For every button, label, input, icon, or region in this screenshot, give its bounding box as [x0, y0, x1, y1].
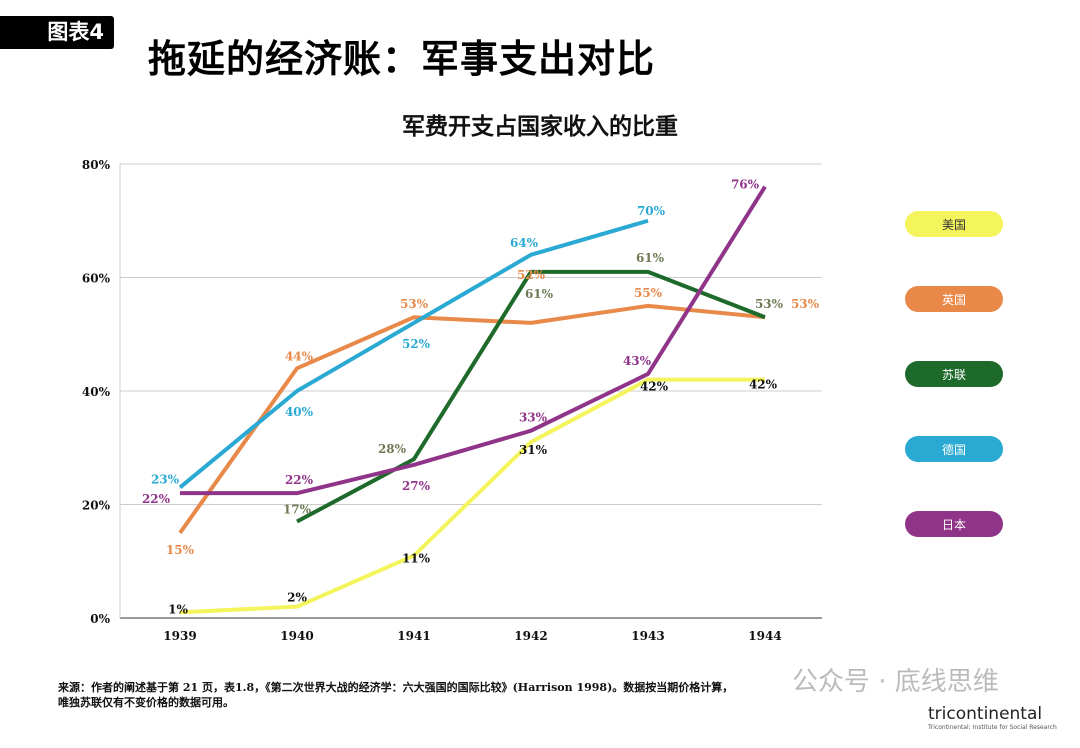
data-label: 22%	[142, 492, 171, 506]
data-label: 31%	[519, 443, 548, 457]
series-line-2	[296, 269, 766, 524]
x-tick-label: 1939	[163, 629, 196, 643]
legend-swatch-3	[905, 436, 1003, 462]
legend-swatch-1	[905, 286, 1003, 312]
series-line-4	[180, 185, 767, 496]
series-line-3	[178, 218, 649, 490]
data-label: 33%	[519, 411, 548, 425]
x-tick-label: 1942	[514, 629, 547, 643]
data-label: 15%	[166, 543, 195, 557]
data-label: 27%	[402, 479, 431, 493]
watermark: 公众号 · 底线思维	[792, 667, 999, 697]
page-title: 拖延的经济账：军事支出对比	[148, 37, 656, 81]
figure-badge: 图表4	[0, 16, 114, 49]
logo-name: tricontinental	[928, 704, 1043, 724]
data-label: 53%	[791, 297, 820, 311]
data-label: 61%	[525, 287, 554, 301]
data-label: 23%	[151, 472, 180, 486]
data-label: 53%	[400, 297, 429, 311]
data-label: 28%	[378, 442, 407, 456]
chart-title: 军费开支占国家收入的比重	[402, 113, 678, 140]
data-label: 70%	[637, 204, 666, 218]
y-tick-label: 0%	[90, 612, 110, 626]
data-label: 55%	[634, 286, 663, 300]
data-label: 53%	[755, 297, 784, 311]
logo-subtitle: Tricontinental: Institute for Social Res…	[928, 724, 1057, 731]
data-label: 42%	[640, 380, 669, 394]
legend-swatch-2	[905, 361, 1003, 387]
data-label: 43%	[623, 354, 652, 368]
x-tick-label: 1941	[397, 629, 430, 643]
tricontinental-logo: tricontinental Tricontinental: Institute …	[928, 704, 1057, 732]
legend-swatch-0	[905, 211, 1003, 237]
y-tick-label: 80%	[82, 158, 111, 172]
legend-swatch-4	[905, 511, 1003, 537]
x-tick-label: 1940	[280, 629, 313, 643]
y-tick-label: 20%	[82, 499, 111, 513]
data-label: 40%	[285, 405, 314, 419]
y-tick-label: 60%	[82, 272, 111, 286]
data-label: 76%	[731, 178, 760, 192]
data-label: 61%	[636, 251, 665, 265]
source-line-2: 唯独苏联仅有不变价格的数据可用。	[58, 696, 234, 709]
legend-label: 德国	[942, 442, 966, 457]
source-line-1: 来源：作者的阐述基于第 21 页，表1.8，《第二次世界大战的经济学：六大强国的…	[58, 681, 734, 694]
x-tick-label: 1944	[748, 629, 781, 643]
y-tick-label: 40%	[82, 385, 111, 399]
data-label: 22%	[285, 473, 314, 487]
legend-label: 苏联	[942, 368, 966, 382]
data-label: 17%	[283, 503, 312, 517]
series-line-1	[178, 303, 766, 535]
line-chart: 军费开支占国家收入的比重 0% 20% 40% 60% 80% 1939 1940 1941 1…	[82, 113, 1003, 643]
source-note: 来源：作者的阐述基于第 21 页，表1.8，《第二次世界大战的经济学：六大强国的…	[58, 680, 768, 710]
data-label: 2%	[287, 591, 307, 605]
legend-label: 美国	[942, 218, 966, 232]
legend-label: 英国	[942, 293, 966, 307]
data-label: 1%	[168, 602, 188, 616]
x-tick-label: 1943	[631, 629, 664, 643]
series-line-0	[179, 377, 765, 615]
data-label: 11%	[402, 552, 431, 566]
data-label: 42%	[749, 378, 778, 392]
data-label: 64%	[510, 236, 539, 250]
data-label: 52%	[402, 337, 431, 351]
data-label: 52%	[517, 268, 546, 282]
legend-label: 日本	[942, 518, 966, 532]
data-label: 44%	[285, 349, 314, 363]
